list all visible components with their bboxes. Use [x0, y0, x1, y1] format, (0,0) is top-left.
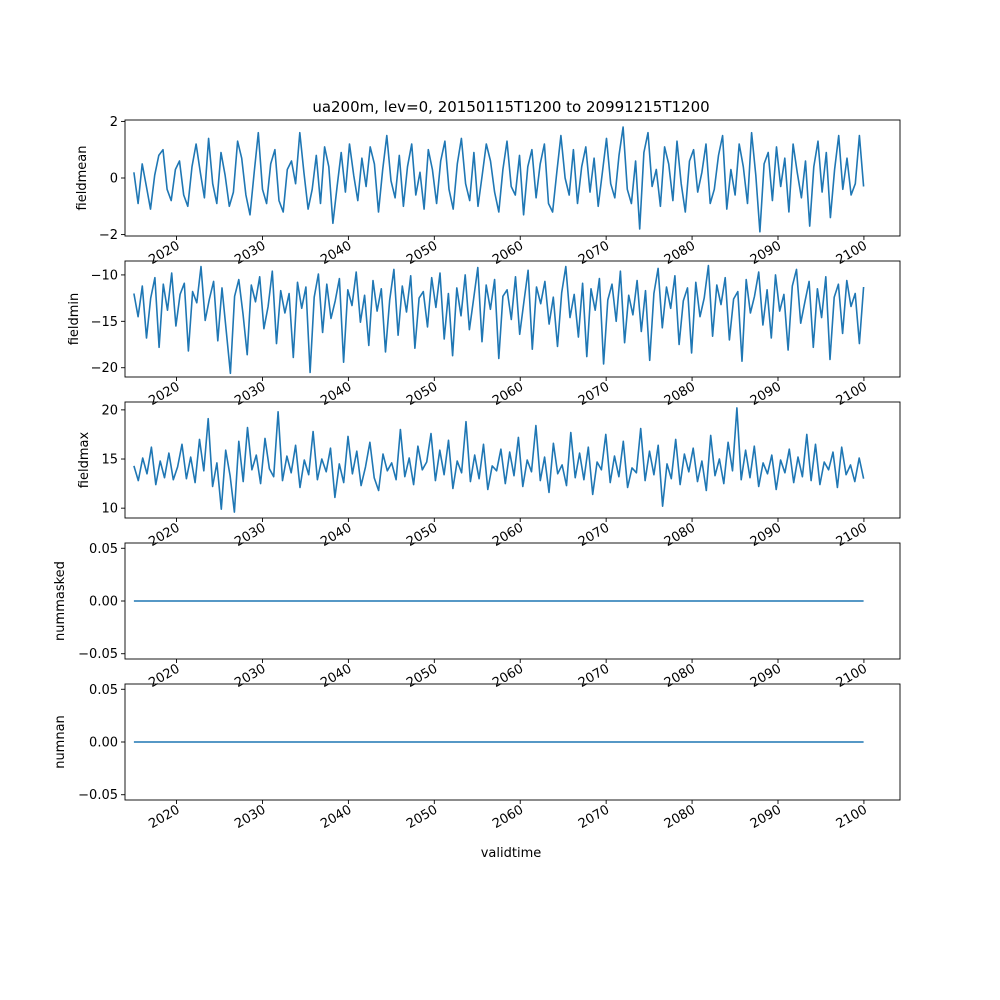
axes-frame-fieldmax [124, 401, 901, 519]
y-tick-label-fieldmax: 15 [101, 453, 118, 468]
y-axis-label-fieldmax: fieldmax [77, 432, 92, 489]
chart-title: ua200m, lev=0, 20150115T1200 to 20991215… [312, 98, 709, 116]
y-tick-label-numnan: 0.00 [89, 736, 118, 751]
y-tick-label-nummasked: 0.00 [89, 595, 118, 610]
y-tick-label-fieldmean: 0 [110, 172, 118, 187]
y-tick-label-nummasked: 0.05 [89, 542, 118, 557]
y-tick-label-fieldmin: −20 [91, 361, 118, 376]
y-tick-label-numnan: −0.05 [78, 788, 118, 803]
y-tick-label-fieldmin: −10 [91, 268, 118, 283]
y-tick-label-fieldmax: 10 [101, 502, 118, 517]
series-line-fieldmax [133, 407, 865, 513]
y-axis-label-numnan: numnan [53, 715, 68, 769]
y-axis-label-fieldmin: fieldmin [67, 293, 82, 346]
y-axis-label-nummasked: nummasked [53, 561, 68, 641]
y-tick-label-numnan: 0.05 [89, 683, 118, 698]
y-tick-label-fieldmean: 2 [110, 115, 118, 130]
y-tick-label-nummasked: −0.05 [78, 647, 118, 662]
axes-frame-fieldmin [124, 260, 901, 378]
series-line-fieldmin [133, 264, 865, 375]
y-tick-label-fieldmin: −15 [91, 315, 118, 330]
series-line-fieldmean [133, 126, 865, 233]
y-axis-label-fieldmean: fieldmean [75, 146, 90, 211]
y-tick-label-fieldmean: −2 [99, 228, 118, 243]
x-axis-label: validtime [481, 846, 542, 861]
y-tick-label-fieldmax: 20 [101, 403, 118, 418]
